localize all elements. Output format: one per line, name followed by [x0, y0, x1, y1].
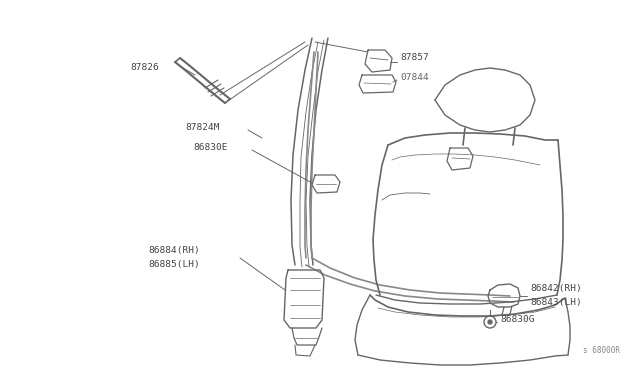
Text: 87857: 87857	[400, 54, 429, 62]
Text: 87826: 87826	[130, 62, 159, 71]
Text: 86842(RH): 86842(RH)	[530, 283, 582, 292]
Text: s 68000R: s 68000R	[583, 346, 620, 355]
Text: 86830G: 86830G	[500, 315, 534, 324]
Text: 87824M: 87824M	[185, 124, 220, 132]
Text: 86884(RH): 86884(RH)	[148, 246, 200, 254]
Circle shape	[488, 320, 492, 324]
Text: 07844: 07844	[400, 73, 429, 81]
Text: 86830E: 86830E	[193, 144, 227, 153]
Text: 86843(LH): 86843(LH)	[530, 298, 582, 307]
Text: 86885(LH): 86885(LH)	[148, 260, 200, 269]
